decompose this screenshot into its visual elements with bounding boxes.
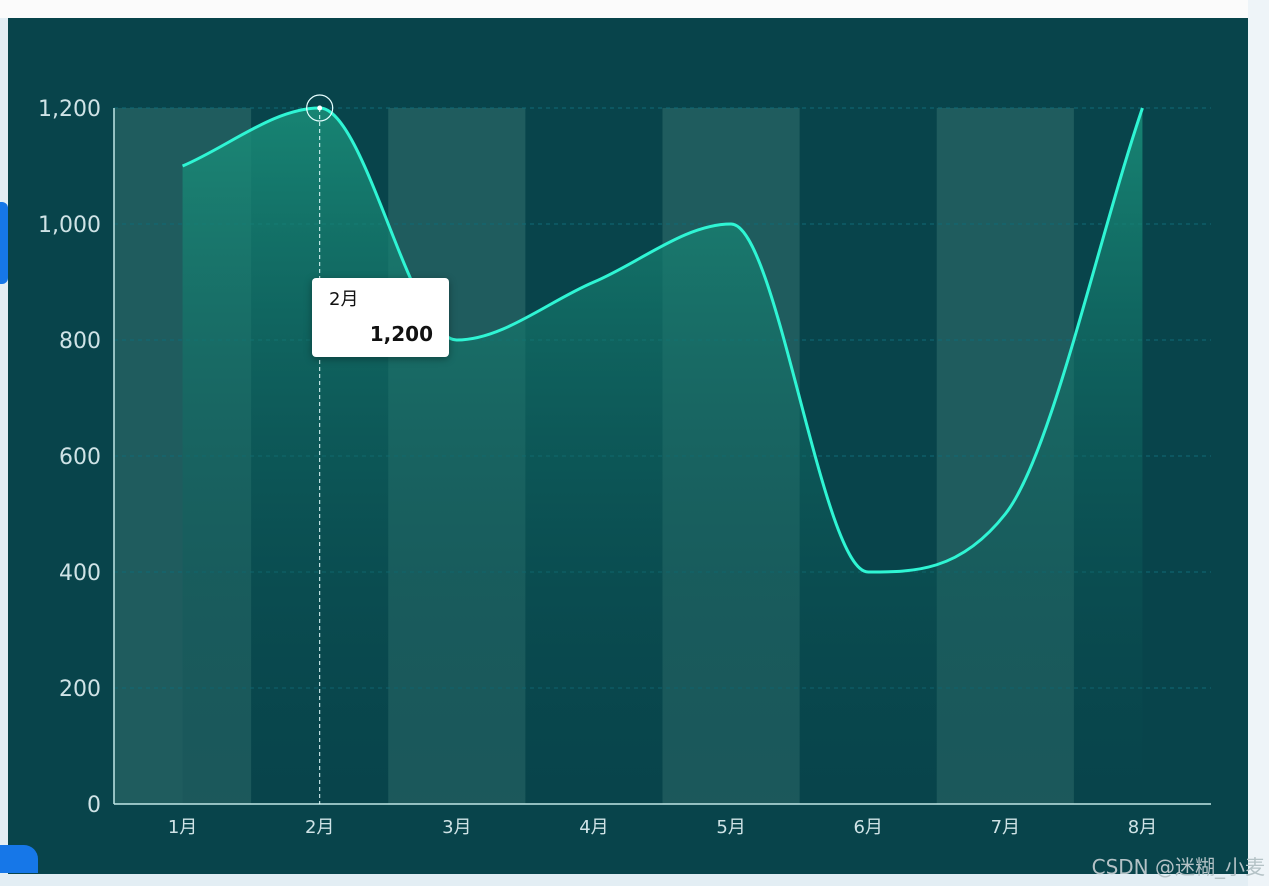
y-tick-label: 1,200 <box>38 97 101 122</box>
y-axis-tick-labels: 0 200 400 600 800 1,000 1,200 <box>38 97 101 818</box>
watermark-text: CSDN @迷糊_小麦 <box>1091 855 1265 879</box>
x-tick-label: 3月 <box>442 817 471 838</box>
hover-point-ring <box>306 94 334 122</box>
hover-pointer <box>306 94 334 804</box>
x-tick-label: 4月 <box>579 817 608 838</box>
y-tick-label: 600 <box>59 445 101 470</box>
y-tick-label: 400 <box>59 561 101 586</box>
y-tick-label: 0 <box>87 793 101 818</box>
y-tick-label: 800 <box>59 329 101 354</box>
x-tick-label: 2月 <box>305 817 334 838</box>
x-tick-label: 1月 <box>168 817 197 838</box>
data-tooltip: 2月 1,200 <box>312 278 449 357</box>
floating-action-button[interactable] <box>0 845 38 873</box>
hover-point-dot <box>317 105 323 111</box>
series-line-layer <box>181 106 1144 574</box>
axes <box>113 108 1211 805</box>
tooltip-category: 2月 <box>329 289 359 310</box>
side-toggle-button[interactable] <box>0 202 8 284</box>
y-tick-label: 1,000 <box>38 213 101 238</box>
series-line <box>181 106 1144 574</box>
tooltip-value: 1,200 <box>369 322 433 346</box>
x-tick-label: 5月 <box>716 817 745 838</box>
area-fill-layer <box>182 108 1143 804</box>
series-area <box>182 108 1143 804</box>
x-axis-tick-labels: 1月 2月 3月 4月 5月 6月 7月 8月 <box>168 817 1157 838</box>
top-page-strip <box>0 0 1248 18</box>
y-tick-label: 200 <box>59 677 101 702</box>
x-tick-label: 7月 <box>991 817 1020 838</box>
x-tick-label: 6月 <box>853 817 882 838</box>
right-page-margin <box>1248 0 1269 886</box>
x-tick-label: 8月 <box>1128 817 1157 838</box>
